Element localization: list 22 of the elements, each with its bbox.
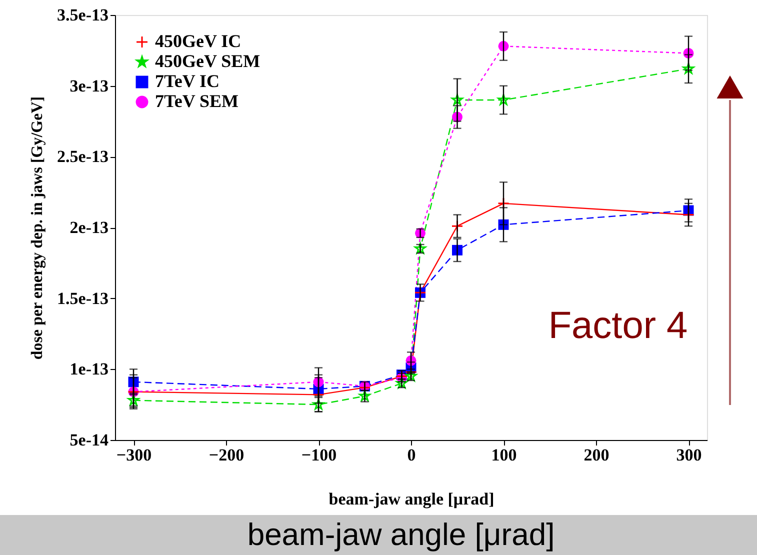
text: beam-jaw angle [μrad] <box>247 517 555 552</box>
x-tick-label: −100 <box>301 446 337 464</box>
x-tick-label: 100 <box>491 446 517 464</box>
legend-label: 7TeV SEM <box>155 91 239 111</box>
legend-label: 7TeV IC <box>155 71 220 91</box>
legend-label: 450GeV SEM <box>155 51 260 71</box>
x-tick-label: −300 <box>116 446 152 464</box>
y-tick-label: 1.5e-13 <box>57 288 108 308</box>
y-tick-label: 5e-14 <box>70 430 109 450</box>
x-tick-label: 200 <box>584 446 610 464</box>
y-tick-label: 2.5e-13 <box>57 147 108 166</box>
y-tick-label: 1e-13 <box>70 360 108 379</box>
y-axis-title: dose per energy dep. in jaws [Gy/GeV] <box>29 96 46 360</box>
x-tick-label: 0 <box>407 446 416 464</box>
y-tick-label: 3.5e-13 <box>57 6 108 24</box>
y-tick-label: 3e-13 <box>70 76 108 96</box>
x-tick-label: 300 <box>676 446 702 464</box>
legend-label: 450GeV IC <box>155 31 242 51</box>
x-axis-title: beam-jaw angle [μrad] <box>328 490 494 508</box>
x-tick-label: −200 <box>208 446 244 464</box>
annotation: Factor 4 <box>548 305 688 347</box>
y-tick-label: 2e-13 <box>70 218 108 237</box>
